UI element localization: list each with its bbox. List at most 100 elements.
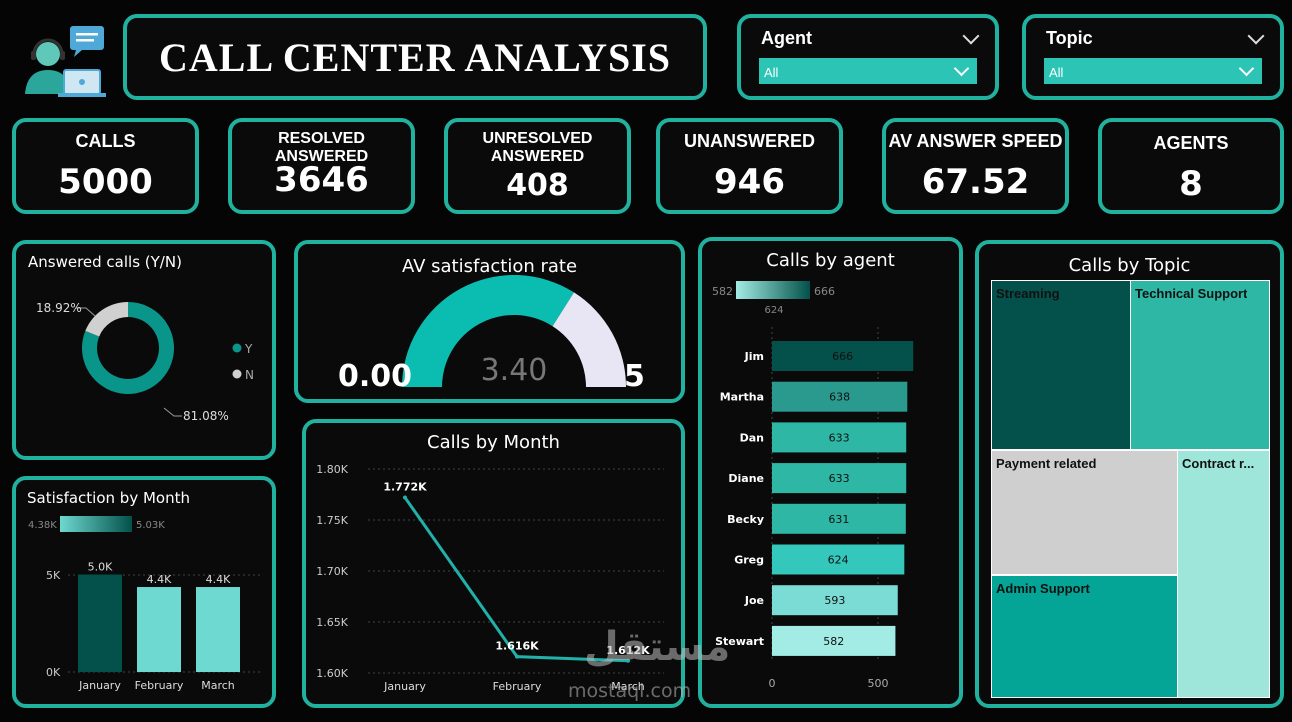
legend-dot-y [232, 343, 242, 353]
legend-dot-n [232, 369, 242, 379]
tile-label: Streaming [996, 286, 1060, 301]
x-tick-label: March [611, 680, 645, 693]
x-tick-label: 500 [868, 677, 889, 690]
bar[interactable] [78, 574, 122, 672]
gauge-min-label: 0.00 [338, 359, 412, 394]
agent-slicer[interactable]: Agent All [737, 14, 999, 100]
y-tick-label: Becky [727, 513, 764, 526]
chevron-down-icon[interactable] [962, 27, 980, 45]
y-tick-label: 0K [46, 666, 61, 679]
chevron-down-icon[interactable] [1238, 60, 1255, 77]
x-tick-label: January [383, 680, 426, 693]
scale-min-label: 4.38K [28, 520, 57, 531]
y-tick-label: Stewart [715, 635, 764, 648]
calls-by-agent-panel: Calls by agent 582 666 624 0 500 666 Jim 638… [698, 237, 963, 708]
kpi-value: 8 [1179, 164, 1203, 204]
kpi-av-answer-speed: AV ANSWER SPEED 67.52 [882, 118, 1069, 214]
data-label: 633 [829, 472, 850, 485]
chart-title: Satisfaction by Month [27, 489, 190, 507]
tile-label: Technical Support [1135, 286, 1248, 301]
color-scale-bar [736, 281, 810, 299]
kpi-label: RESOLVED ANSWERED [274, 130, 369, 165]
gauge-fill-arc [402, 275, 575, 387]
bar[interactable] [196, 587, 240, 672]
data-label: 631 [828, 513, 849, 526]
bar[interactable] [772, 585, 898, 616]
kpi-value: 5000 [58, 162, 153, 202]
slice-label-n: 18.92% [36, 301, 82, 315]
y-tick-label: Diane [728, 472, 764, 485]
calls-by-month-panel: Calls by Month 1.60K 1.65K 1.70K 1.75K 1.80K… [302, 419, 685, 708]
data-label: 1.616K [495, 640, 539, 653]
chart-title: Answered calls (Y/N) [28, 253, 182, 271]
agent-dropdown[interactable]: All [759, 58, 977, 84]
topic-dropdown[interactable]: All [1044, 58, 1262, 84]
bar[interactable] [772, 422, 907, 453]
agent-bar-chart: 582 666 624 0 500 666 Jim 638 Martha 633 Dan 633… [712, 281, 914, 690]
bar[interactable] [772, 625, 896, 656]
y-tick-label: 1.60K [316, 667, 348, 680]
kpi-label: UNANSWERED [683, 131, 815, 151]
data-label: 593 [824, 594, 845, 607]
donut-slice-y[interactable] [81, 302, 175, 394]
chevron-down-icon[interactable] [953, 60, 970, 77]
treemap-tile-technical-support[interactable]: Technical Support [1130, 280, 1270, 450]
treemap-tile-admin-support[interactable]: Admin Support [991, 575, 1178, 698]
kpi-value: 946 [714, 162, 785, 202]
bar[interactable] [772, 381, 908, 412]
bar[interactable] [772, 544, 905, 575]
kpi-calls: CALLS 5000 [12, 118, 199, 214]
y-tick-label: 1.70K [316, 565, 348, 578]
chart-title: AV satisfaction rate [401, 256, 578, 277]
bar[interactable] [772, 341, 914, 371]
treemap-tile-payment-related[interactable]: Payment related [991, 450, 1178, 575]
scale-max-label: 666 [814, 285, 835, 298]
x-tick-label: 0 [769, 677, 776, 690]
tile-label: Payment related [996, 456, 1097, 471]
donut-slice-n[interactable] [85, 302, 128, 337]
kpi-value: 3646 [274, 160, 369, 200]
topic-slicer-label: Topic [1046, 28, 1093, 48]
x-tick-label: January [78, 679, 121, 692]
kpi-label: AV ANSWER SPEED [888, 131, 1063, 151]
treemap-tile-streaming[interactable]: Streaming [991, 280, 1131, 450]
gauge-chart: 0.00 5 3.40 [338, 275, 645, 394]
header-logo [22, 24, 108, 98]
y-tick-label: 1.75K [316, 514, 348, 527]
topic-slicer[interactable]: Topic All [1022, 14, 1284, 100]
donut-chart: 18.92% 81.08% Y N [36, 301, 254, 423]
gauge-rest-arc [552, 292, 626, 387]
treemap-tile-contract-related[interactable]: Contract r... [1177, 450, 1270, 698]
call-center-agent-icon [25, 26, 106, 97]
tile-label: Contract r... [1182, 456, 1255, 471]
satisfaction-gauge-panel: AV satisfaction rate 0.00 5 3.40 [294, 240, 685, 403]
data-point[interactable] [403, 495, 407, 500]
bar[interactable] [137, 587, 181, 672]
agent-dropdown-value: All [764, 65, 779, 80]
data-label: 638 [829, 391, 850, 404]
x-tick-label: March [201, 679, 235, 692]
kpi-unresolved-answered: UNRESOLVED ANSWERED 408 [444, 118, 631, 214]
kpi-resolved-answered: RESOLVED ANSWERED 3646 [228, 118, 415, 214]
page-title: CALL CENTER ANALYSIS [158, 35, 672, 80]
topic-dropdown-value: All [1049, 65, 1064, 80]
data-label: 4.4K [206, 573, 231, 586]
data-label: 633 [829, 431, 850, 444]
satisfaction-bar-chart: 4.38K 5.03K 0K 5K 5.0K January 4.4K February 4… [28, 516, 260, 692]
kpi-agents: AGENTS 8 [1098, 118, 1284, 214]
scale-min-label: 582 [712, 285, 733, 298]
color-scale-bar [60, 516, 132, 532]
bar[interactable] [772, 463, 907, 494]
bar[interactable] [772, 503, 906, 534]
y-tick-label: Jim [744, 350, 764, 363]
kpi-value: 67.52 [921, 162, 1030, 202]
tile-label: Admin Support [996, 581, 1090, 596]
y-tick-label: 1.80K [316, 463, 348, 476]
data-point[interactable] [626, 658, 630, 663]
data-point[interactable] [515, 654, 519, 659]
scale-mid-label: 624 [764, 305, 783, 316]
chevron-down-icon[interactable] [1247, 27, 1265, 45]
kpi-unanswered: UNANSWERED 946 [656, 118, 843, 214]
y-tick-label: 1.65K [316, 616, 348, 629]
y-tick-label: Joe [744, 594, 764, 607]
